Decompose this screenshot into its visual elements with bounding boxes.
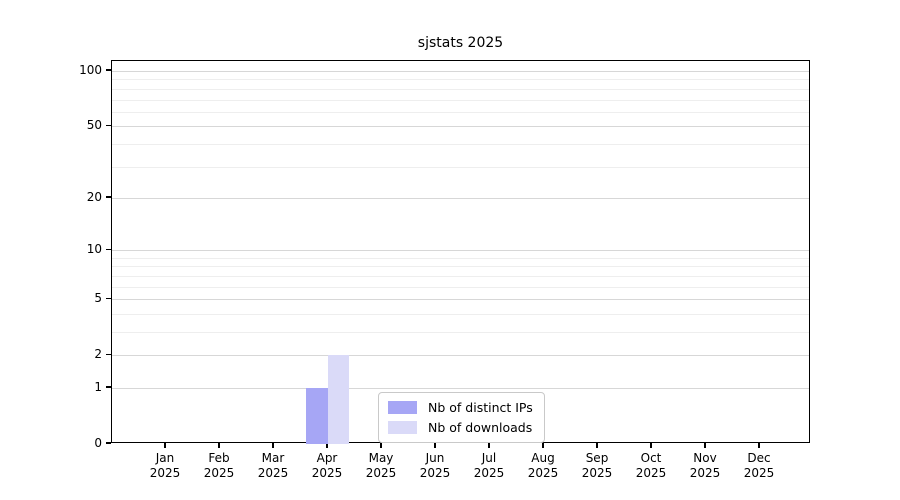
y-tick-label: 0 <box>94 436 102 450</box>
plot-area: Nb of distinct IPs Nb of downloads <box>111 60 810 444</box>
x-tick-label: Feb 2025 <box>192 451 246 481</box>
x-tick-label: Aug 2025 <box>516 451 570 481</box>
gridline-major <box>112 126 809 128</box>
x-tick-label: Mar 2025 <box>246 451 300 481</box>
x-tick-year: 2025 <box>365 466 397 480</box>
legend: Nb of distinct IPs Nb of downloads <box>378 392 545 443</box>
gridline-minor <box>112 266 809 268</box>
x-tick-label: Dec 2025 <box>732 451 786 481</box>
gridline-minor <box>112 111 809 113</box>
x-tick-mark <box>434 443 436 448</box>
gridline-major <box>112 71 809 72</box>
y-tick-mark <box>106 386 111 388</box>
y-tick-mark <box>106 442 111 444</box>
x-tick-year: 2025 <box>311 466 343 480</box>
x-tick-label: Nov 2025 <box>678 451 732 481</box>
x-tick-label: May 2025 <box>354 451 408 481</box>
gridline-minor <box>112 332 809 333</box>
x-tick-mark <box>758 443 760 448</box>
x-tick-label: Sep 2025 <box>570 451 624 481</box>
legend-label-downloads: Nb of downloads <box>428 420 533 435</box>
gridline-minor <box>112 143 809 145</box>
x-tick-year: 2025 <box>419 466 451 480</box>
y-tick-label: 20 <box>86 189 102 204</box>
x-tick-mark <box>164 443 166 448</box>
y-tick-mark <box>106 124 111 126</box>
legend-row: Nb of downloads <box>388 420 533 435</box>
x-tick-year: 2025 <box>203 466 235 480</box>
y-tick-label: 100 <box>79 63 102 77</box>
gridline-minor <box>112 275 809 277</box>
y-tick-label: 2 <box>94 347 102 362</box>
y-tick-mark <box>106 353 111 355</box>
gridline-major <box>112 388 809 389</box>
x-tick-year: 2025 <box>527 466 559 480</box>
x-tick-mark <box>704 443 706 448</box>
x-tick-month: Feb <box>208 451 230 465</box>
legend-swatch-distinct-ips <box>388 401 417 414</box>
x-tick-mark <box>488 443 490 448</box>
gridline-major <box>112 355 809 357</box>
bar-nb-of-distinct-ips <box>306 388 328 444</box>
gridline-major <box>112 250 809 252</box>
gridline-minor <box>112 99 809 101</box>
x-tick-month: Dec <box>747 451 771 465</box>
bar-nb-of-downloads <box>328 355 349 444</box>
x-tick-mark <box>272 443 274 448</box>
x-tick-month: Oct <box>640 451 662 465</box>
y-tick-label: 10 <box>86 242 102 257</box>
x-tick-year: 2025 <box>473 466 505 480</box>
x-tick-year: 2025 <box>689 466 721 480</box>
y-tick-mark <box>106 297 111 299</box>
x-tick-year: 2025 <box>257 466 289 480</box>
y-tick-mark <box>106 69 111 71</box>
x-tick-month: Jun <box>425 451 445 465</box>
y-tick-label: 5 <box>94 291 102 306</box>
x-tick-month: Jul <box>481 451 497 465</box>
y-tick-label: 50 <box>86 118 102 133</box>
gridline-minor <box>112 286 809 288</box>
x-tick-label: Jun 2025 <box>408 451 462 481</box>
x-tick-month: Nov <box>693 451 717 465</box>
x-tick-mark <box>542 443 544 448</box>
gridline-major <box>112 299 809 301</box>
x-tick-label: Jul 2025 <box>462 451 516 481</box>
chart-title: sjstats 2025 <box>417 35 504 51</box>
legend-row: Nb of distinct IPs <box>388 400 533 415</box>
x-tick-month: Jan <box>155 451 175 465</box>
y-tick-label: 1 <box>94 380 102 394</box>
x-tick-mark <box>596 443 598 448</box>
x-tick-year: 2025 <box>743 466 775 480</box>
x-tick-label: Oct 2025 <box>624 451 678 481</box>
x-tick-month: May <box>368 451 394 465</box>
x-tick-year: 2025 <box>581 466 613 480</box>
x-tick-month: Apr <box>316 451 338 465</box>
y-tick-mark <box>106 196 111 198</box>
x-tick-mark <box>218 443 220 448</box>
gridline-minor <box>112 257 809 259</box>
legend-swatch-downloads <box>388 421 417 434</box>
x-tick-mark <box>326 443 328 448</box>
gridline-minor <box>112 88 809 90</box>
gridline-minor <box>112 79 809 81</box>
x-tick-year: 2025 <box>635 466 667 480</box>
x-tick-label: Jan 2025 <box>138 451 192 481</box>
gridline-minor <box>112 313 809 315</box>
x-tick-month: Sep <box>585 451 609 465</box>
legend-label-distinct-ips: Nb of distinct IPs <box>428 400 533 415</box>
x-tick-month: Aug <box>531 451 555 465</box>
x-tick-year: 2025 <box>149 466 181 480</box>
gridline-minor <box>112 166 809 168</box>
x-tick-mark <box>650 443 652 448</box>
y-tick-mark <box>106 248 111 250</box>
x-tick-mark <box>380 443 382 448</box>
x-tick-label: Apr 2025 <box>300 451 354 481</box>
x-tick-month: Mar <box>261 451 285 465</box>
gridline-major <box>112 197 809 199</box>
